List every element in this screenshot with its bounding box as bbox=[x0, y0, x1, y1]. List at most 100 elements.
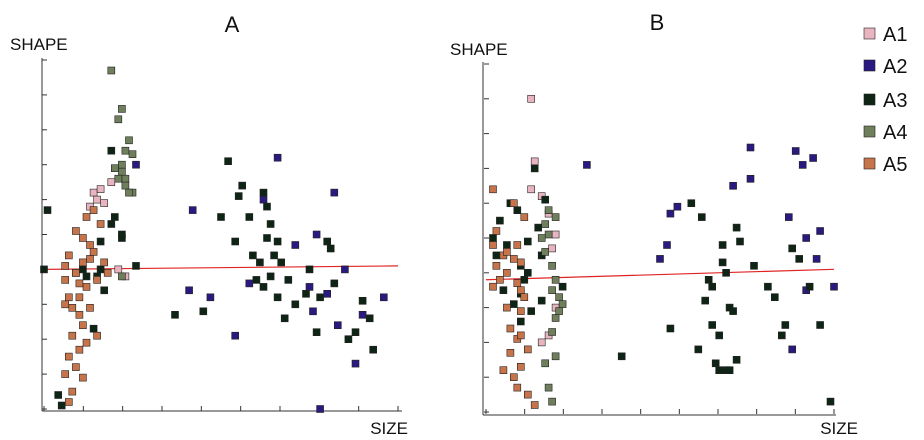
panel-b-point-a5 bbox=[516, 362, 525, 371]
legend-label-a3: A3 bbox=[883, 90, 907, 112]
panel-a-point-a2 bbox=[305, 283, 314, 291]
panel-a-point-a3 bbox=[291, 300, 300, 309]
panel-a-point-a5 bbox=[65, 398, 73, 406]
panel-a-point-a3 bbox=[259, 188, 268, 197]
panel-b-point-a4 bbox=[558, 300, 567, 308]
panel-a-point-a3 bbox=[171, 310, 179, 319]
panel-a-point-a3 bbox=[82, 272, 91, 281]
legend-swatch-a2 bbox=[863, 59, 876, 72]
panel-b-point-a5 bbox=[503, 268, 511, 277]
panel-a-point-a5 bbox=[75, 310, 84, 319]
panel-b-point-a5 bbox=[492, 227, 501, 235]
panel-b-point-a3 bbox=[537, 296, 546, 305]
panel-a-point-a3 bbox=[259, 283, 268, 291]
panel-b-point-a5 bbox=[489, 241, 497, 249]
panel-b-point-a5 bbox=[509, 255, 518, 263]
legend-item-a1: A1 bbox=[863, 24, 907, 46]
panel-a-point-a3 bbox=[280, 314, 289, 323]
panel-b-point-a2 bbox=[798, 161, 807, 169]
panel-a-point-a5 bbox=[72, 269, 80, 277]
panel-a-point-a3 bbox=[312, 328, 321, 337]
panel-a-point-a5 bbox=[68, 303, 77, 312]
panel-a-point-a5 bbox=[103, 269, 112, 277]
panel-a-point-a5 bbox=[61, 276, 70, 284]
panel-b-point-a5 bbox=[492, 261, 501, 270]
panel-b-point-a4 bbox=[555, 293, 563, 302]
panel-a-point-a5 bbox=[75, 279, 84, 288]
panel-b-point-a3 bbox=[711, 359, 720, 368]
panel-b-point-a5 bbox=[523, 390, 532, 399]
panel-b-point-a3 bbox=[750, 261, 758, 270]
panel-a-point-a3 bbox=[365, 314, 374, 323]
panel-b-point-a5 bbox=[513, 241, 522, 249]
panel-a-point-a5 bbox=[96, 220, 105, 228]
panel-b-point-a3 bbox=[777, 331, 786, 340]
panel-b-point-a1 bbox=[537, 338, 546, 347]
legend-swatch-a3 bbox=[863, 93, 876, 106]
panel-b-point-a3 bbox=[496, 216, 504, 225]
panel-b-point-a3 bbox=[530, 164, 539, 173]
panel-a-point-a5 bbox=[65, 251, 73, 260]
panel-b-point-a2 bbox=[663, 241, 671, 249]
panel-a: A SHAPE SIZE bbox=[10, 12, 408, 438]
panel-b-point-a2 bbox=[802, 234, 811, 242]
panel-b-point-a5 bbox=[520, 213, 529, 221]
panel-a-point-a4 bbox=[118, 167, 126, 176]
panel-b-point-a3 bbox=[499, 286, 508, 295]
panel-b-point-a5 bbox=[520, 293, 529, 302]
panel-a-point-a2 bbox=[316, 405, 324, 413]
panel-a-point-a3 bbox=[277, 258, 286, 267]
panel-b-point-a1 bbox=[527, 185, 536, 194]
panel-b-point-a3 bbox=[694, 345, 703, 354]
panel-b-point-a3 bbox=[704, 275, 713, 284]
panel-b-point-a3 bbox=[795, 255, 804, 263]
panel-a-point-a3 bbox=[79, 265, 87, 274]
panel-a-point-a5 bbox=[72, 227, 80, 235]
panel-b-point-a2 bbox=[812, 255, 821, 263]
panel-b-point-a4 bbox=[551, 275, 560, 284]
panel-a-point-a3 bbox=[273, 237, 282, 246]
panel-a-point-a1 bbox=[96, 185, 105, 193]
panel-a-point-a3 bbox=[263, 234, 271, 242]
panel-b-point-a5 bbox=[516, 331, 525, 340]
panel-a-point-a3 bbox=[252, 276, 261, 284]
panel-a-point-a4 bbox=[118, 272, 126, 281]
panel-b-point-a4 bbox=[555, 307, 563, 315]
panel-b-point-a3 bbox=[788, 244, 797, 253]
panel-a-points bbox=[40, 66, 388, 413]
panel-b-point-a4 bbox=[541, 359, 550, 368]
panel-b-point-a4 bbox=[541, 220, 550, 228]
panel-b-point-a3 bbox=[534, 223, 543, 232]
panel-b-point-a5 bbox=[513, 279, 522, 288]
panel-b-point-a4 bbox=[537, 234, 546, 242]
panel-a-point-a5 bbox=[93, 331, 101, 340]
panel-a-point-a5 bbox=[75, 345, 84, 354]
panel-b-point-a5 bbox=[509, 199, 518, 207]
panel-a-point-a2 bbox=[273, 153, 282, 162]
panel-a-point-a5 bbox=[86, 255, 94, 263]
panel-a-point-a2 bbox=[330, 188, 339, 197]
panel-b-point-a5 bbox=[509, 373, 518, 382]
panel-a-x-axis-label: SIZE bbox=[370, 419, 408, 438]
panel-a-point-a5 bbox=[65, 352, 73, 361]
panel-a-point-a3 bbox=[266, 272, 275, 281]
panel-b-point-a3 bbox=[520, 275, 529, 284]
panel-a-point-a3 bbox=[302, 289, 310, 298]
panel-b-point-a1 bbox=[551, 230, 560, 239]
panel-b-point-a5 bbox=[503, 248, 511, 256]
panel-a-point-a3 bbox=[118, 234, 126, 242]
legend: A1 A2 A3 A4 A5 bbox=[863, 24, 907, 176]
panel-b-point-a2 bbox=[746, 143, 755, 152]
panel-a-point-a3 bbox=[245, 213, 254, 221]
panel-b-point-a3 bbox=[736, 237, 744, 246]
panel-b-point-a1 bbox=[548, 244, 556, 253]
panel-b-point-a3 bbox=[697, 213, 706, 221]
panel-a-point-a3 bbox=[111, 213, 119, 221]
panel-a-point-a3 bbox=[249, 251, 257, 260]
panel-b-point-a3 bbox=[732, 223, 741, 232]
panel-a-point-a3 bbox=[231, 237, 239, 246]
panel-b-point-a4 bbox=[541, 248, 550, 256]
panel-a-point-a4 bbox=[118, 160, 126, 169]
panel-a-point-a3 bbox=[344, 335, 353, 344]
panel-a-point-a4 bbox=[125, 136, 133, 145]
